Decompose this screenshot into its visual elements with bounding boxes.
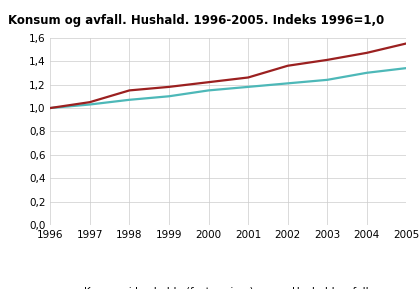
Line: Hushaldsavfall: Hushaldsavfall: [50, 43, 406, 108]
Konsum i hushalda (faste prisar): [48, 106, 53, 110]
Hushaldsavfall: [325, 58, 330, 62]
Hushaldsavfall: [87, 100, 92, 104]
Text: Konsum og avfall. Hushald. 1996-2005. Indeks 1996=1,0: Konsum og avfall. Hushald. 1996-2005. In…: [8, 14, 385, 27]
Konsum i hushalda (faste prisar): [246, 85, 251, 89]
Line: Konsum i hushalda (faste prisar): Konsum i hushalda (faste prisar): [50, 68, 406, 108]
Hushaldsavfall: [127, 89, 132, 92]
Konsum i hushalda (faste prisar): [166, 95, 171, 98]
Hushaldsavfall: [365, 51, 370, 55]
Konsum i hushalda (faste prisar): [325, 78, 330, 81]
Konsum i hushalda (faste prisar): [127, 98, 132, 101]
Konsum i hushalda (faste prisar): [206, 89, 211, 92]
Hushaldsavfall: [246, 76, 251, 79]
Konsum i hushalda (faste prisar): [365, 71, 370, 75]
Hushaldsavfall: [206, 80, 211, 84]
Hushaldsavfall: [404, 42, 409, 45]
Hushaldsavfall: [48, 106, 53, 110]
Konsum i hushalda (faste prisar): [87, 103, 92, 106]
Hushaldsavfall: [166, 85, 171, 89]
Hushaldsavfall: [285, 64, 290, 67]
Konsum i hushalda (faste prisar): [404, 66, 409, 70]
Legend: Konsum i hushalda (faste prisar), Hushaldsavfall: Konsum i hushalda (faste prisar), Hushal…: [52, 283, 373, 289]
Konsum i hushalda (faste prisar): [285, 81, 290, 85]
